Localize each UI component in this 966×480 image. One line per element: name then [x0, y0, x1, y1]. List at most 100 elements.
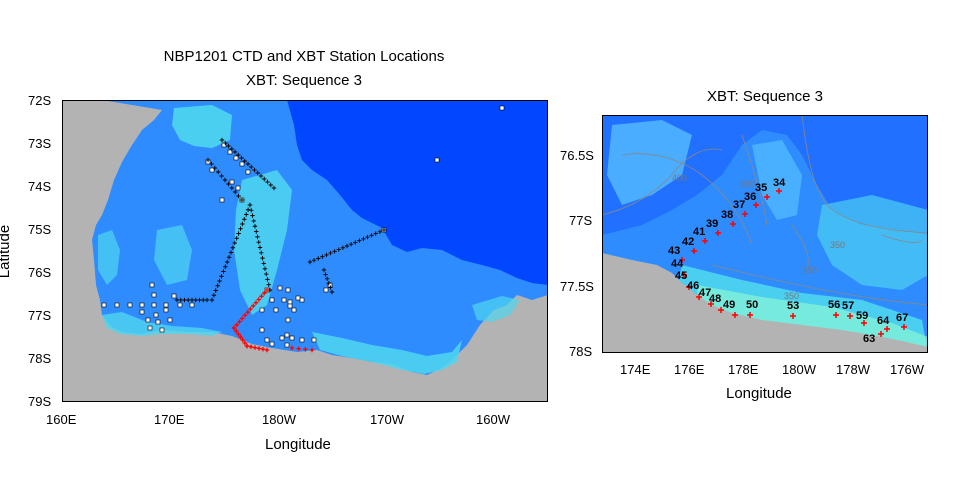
right-x-tick: 180W	[782, 362, 816, 377]
contour-label: 400	[672, 173, 687, 183]
contour-label: 350	[802, 265, 817, 275]
station-label: 43	[668, 245, 680, 257]
right-x-tick: 178W	[836, 362, 870, 377]
station-label: 59	[856, 310, 868, 322]
ctd-marker	[274, 308, 278, 312]
ctd-marker	[278, 286, 282, 290]
ctd-marker	[292, 308, 296, 312]
left-x-tick: 180W	[262, 412, 296, 427]
ctd-marker	[148, 326, 152, 330]
left-map-title: NBP1201 CTD and XBT Station Locations	[60, 48, 548, 65]
ctd-marker	[285, 343, 289, 347]
station-label: 48	[709, 293, 721, 305]
right-map-title: XBT: Sequence 3	[602, 88, 928, 105]
ctd-marker	[246, 170, 250, 174]
right-x-label: Longitude	[726, 385, 792, 402]
ctd-marker	[236, 186, 240, 190]
station-label: 41	[693, 226, 705, 238]
station-label: 57	[842, 300, 854, 312]
ctd-marker	[230, 180, 234, 184]
ctd-marker	[156, 320, 160, 324]
ctd-marker	[128, 303, 132, 307]
ctd-marker	[270, 342, 274, 346]
station-label: 63	[863, 333, 875, 345]
station-label: 67	[896, 312, 908, 324]
ctd-marker	[178, 303, 182, 307]
station-label: 46	[687, 280, 699, 292]
station-label: 37	[733, 199, 745, 211]
left-y-tick: 75S	[28, 222, 51, 237]
ctd-marker	[190, 303, 194, 307]
right-y-tick: 76.5S	[560, 148, 594, 163]
ctd-marker	[324, 288, 328, 292]
ctd-marker	[152, 293, 156, 297]
ctd-marker	[280, 336, 284, 340]
ctd-marker	[150, 283, 154, 287]
ctd-marker	[282, 298, 286, 302]
left-x-tick: 170E	[154, 412, 184, 427]
ctd-marker	[288, 304, 292, 308]
station-label: 36	[744, 191, 756, 203]
ctd-marker	[210, 168, 214, 172]
left-x-label: Longitude	[265, 436, 331, 453]
ctd-marker	[260, 328, 264, 332]
left-x-tick: 170W	[370, 412, 404, 427]
station-label: 64	[877, 315, 890, 327]
ctd-marker	[288, 300, 292, 304]
ctd-marker	[260, 308, 264, 312]
contour-label: 350	[830, 240, 845, 250]
station-label: 49	[723, 299, 735, 311]
ctd-marker	[172, 294, 176, 298]
right-y-tick: 77.5S	[560, 279, 594, 294]
right-y-tick: 78S	[569, 344, 592, 359]
left-x-tick: 160E	[46, 412, 76, 427]
left-y-tick: 74S	[28, 179, 51, 194]
station-label: 53	[787, 300, 799, 312]
ctd-marker	[270, 298, 274, 302]
right-x-tick: 178E	[728, 362, 758, 377]
station-label: 35	[755, 182, 767, 194]
station-label: 44	[671, 258, 684, 270]
ctd-marker	[240, 162, 244, 166]
station-label: 56	[828, 299, 840, 311]
right-x-tick: 176E	[674, 362, 704, 377]
ctd-marker	[286, 288, 290, 292]
right-x-tick: 176W	[890, 362, 924, 377]
left-y-tick: 77S	[28, 308, 51, 323]
left-map-subtitle: XBT: Sequence 3	[60, 72, 548, 89]
ctd-marker	[164, 303, 168, 307]
ctd-marker	[115, 303, 119, 307]
left-y-tick: 72S	[28, 93, 51, 108]
left-y-tick: 79S	[28, 394, 51, 409]
right-map-plot: 400 350 350 350 350 34353637383941424344…	[602, 115, 928, 353]
ctd-marker	[300, 298, 304, 302]
left-y-label: Latitude	[0, 225, 13, 278]
station-label: 45	[675, 270, 687, 282]
ctd-marker	[285, 333, 289, 337]
station-label: 34	[773, 177, 786, 189]
station-label: 50	[746, 299, 758, 311]
left-y-tick: 76S	[28, 265, 51, 280]
station-label: 42	[682, 236, 694, 248]
ctd-marker	[265, 338, 269, 342]
ctd-marker	[234, 156, 238, 160]
right-x-tick: 174E	[620, 362, 650, 377]
ctd-marker	[435, 158, 439, 162]
ctd-marker	[146, 318, 150, 322]
ctd-marker	[290, 336, 294, 340]
ctd-marker	[286, 318, 290, 322]
ctd-marker	[160, 328, 164, 332]
ctd-marker	[164, 308, 168, 312]
ctd-marker	[312, 338, 316, 342]
ctd-marker	[296, 296, 300, 300]
ctd-marker	[500, 106, 504, 110]
ctd-marker	[300, 338, 304, 342]
station-label: 38	[721, 209, 733, 221]
ctd-marker	[220, 198, 224, 202]
contour-label: 350	[740, 179, 755, 189]
ctd-marker	[102, 303, 106, 307]
ctd-marker	[140, 310, 144, 314]
ctd-marker	[168, 318, 172, 322]
left-y-tick: 78S	[28, 351, 51, 366]
